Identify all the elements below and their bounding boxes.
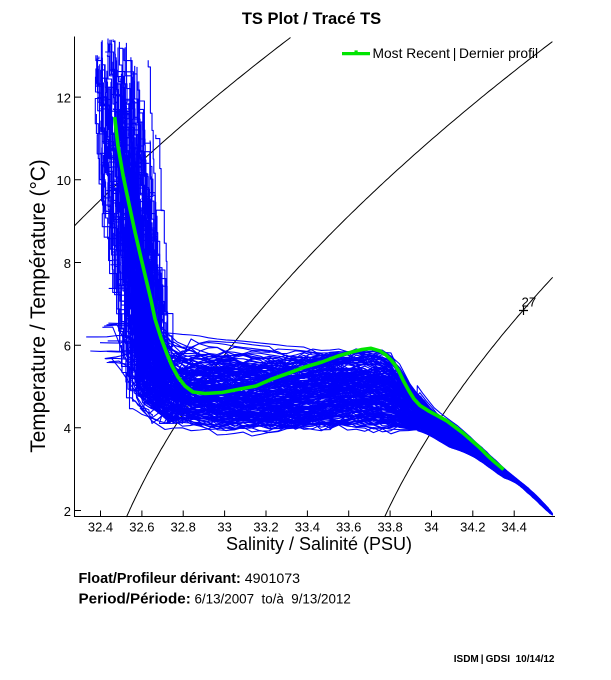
svg-text:Most Recent | Dernier profil: Most Recent | Dernier profil [373,46,539,61]
svg-text:Salinity / Salinité (PSU): Salinity / Salinité (PSU) [226,534,412,554]
svg-text:10: 10 [57,173,71,188]
svg-text:ISDM | GDSI 10/14/12: ISDM | GDSI 10/14/12 [454,654,555,665]
svg-text:TS Plot / Tracé TS: TS Plot / Tracé TS [242,10,381,28]
svg-text:Temperature / Température (°C): Temperature / Température (°C) [27,159,50,452]
svg-text:34.4: 34.4 [502,520,527,535]
svg-text:32.6: 32.6 [129,520,154,535]
svg-text:8: 8 [64,256,71,271]
svg-text:Float/Profileur dérivant: 4901: Float/Profileur dérivant: 4901073 [79,571,301,587]
svg-text:4: 4 [64,421,71,436]
svg-text:2: 2 [64,504,71,519]
svg-text:Period/Période: 6/13/2007 to/: Period/Période: 6/13/2007 to/à 9/13/2012 [79,590,351,607]
svg-text:33.8: 33.8 [377,520,402,535]
svg-text:33.4: 33.4 [295,520,320,535]
svg-text:6: 6 [64,339,71,354]
svg-text:34: 34 [424,520,438,535]
svg-text:27: 27 [522,295,537,310]
svg-text:33: 33 [217,520,231,535]
svg-text:33.2: 33.2 [253,520,278,535]
svg-text:12: 12 [57,90,71,105]
svg-text:32.8: 32.8 [171,520,196,535]
svg-text:33.6: 33.6 [336,520,361,535]
svg-text:32.4: 32.4 [88,520,113,535]
svg-text:34.2: 34.2 [460,520,485,535]
